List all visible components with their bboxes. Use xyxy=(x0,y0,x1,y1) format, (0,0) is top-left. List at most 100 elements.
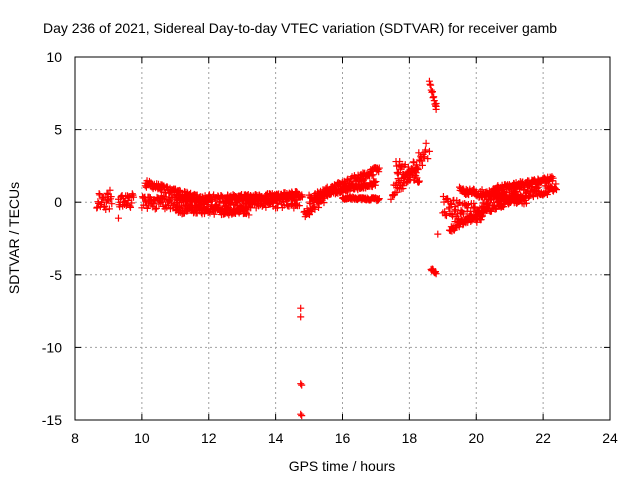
data-point xyxy=(389,191,397,199)
data-point xyxy=(409,158,417,166)
data-point xyxy=(274,199,282,207)
data-layer xyxy=(93,77,560,420)
data-point xyxy=(375,195,383,203)
data-point xyxy=(375,164,383,172)
y-tick-label: -15 xyxy=(42,412,62,428)
data-point xyxy=(298,412,306,420)
data-point xyxy=(124,197,132,205)
data-point xyxy=(441,211,449,219)
data-point xyxy=(295,202,303,210)
x-tick-label: 20 xyxy=(468,430,484,446)
data-point xyxy=(478,186,486,194)
data-point xyxy=(412,169,420,177)
grid-layer xyxy=(75,57,610,420)
data-point xyxy=(415,177,423,185)
data-point xyxy=(432,99,440,107)
data-point xyxy=(151,205,159,213)
x-tick-label: 8 xyxy=(71,430,79,446)
data-point xyxy=(102,206,110,214)
data-point xyxy=(470,199,478,207)
data-point xyxy=(421,146,429,154)
data-point xyxy=(369,171,377,179)
y-tick-label: 10 xyxy=(46,49,62,65)
data-point xyxy=(497,198,505,206)
data-point xyxy=(163,183,171,191)
data-point xyxy=(204,196,212,204)
data-point xyxy=(246,191,254,199)
data-point xyxy=(204,195,212,203)
data-point xyxy=(396,158,404,166)
data-point xyxy=(471,203,479,211)
data-point xyxy=(298,381,306,389)
data-point xyxy=(93,204,101,212)
data-point xyxy=(260,197,268,205)
data-point xyxy=(456,199,464,207)
data-point xyxy=(445,205,453,213)
data-point xyxy=(293,188,301,196)
data-point xyxy=(418,161,426,169)
x-tick-label: 24 xyxy=(602,430,618,446)
data-point xyxy=(192,191,200,199)
data-point xyxy=(114,214,122,222)
x-axis-label: GPS time / hours xyxy=(289,458,396,474)
data-point xyxy=(431,269,439,277)
x-tick-label: 18 xyxy=(402,430,418,446)
data-point xyxy=(98,199,106,207)
data-point xyxy=(372,178,380,186)
data-point xyxy=(234,198,242,206)
data-point xyxy=(529,193,537,201)
x-tick-label: 16 xyxy=(335,430,351,446)
data-point xyxy=(374,196,382,204)
data-point xyxy=(447,201,455,209)
data-point xyxy=(196,202,204,210)
data-point xyxy=(191,203,199,211)
data-point xyxy=(252,191,260,199)
data-point xyxy=(306,198,314,206)
data-point xyxy=(205,195,213,203)
data-point xyxy=(343,176,351,184)
data-point xyxy=(534,183,542,191)
data-point xyxy=(441,208,449,216)
data-point xyxy=(427,81,435,89)
data-point xyxy=(297,313,305,321)
x-tick-label: 22 xyxy=(535,430,551,446)
data-point xyxy=(130,193,138,201)
x-tick-label: 10 xyxy=(134,430,150,446)
chart-title: Day 236 of 2021, Sidereal Day-to-day VTE… xyxy=(43,20,557,36)
data-point xyxy=(122,202,130,210)
data-point xyxy=(295,192,303,200)
data-point xyxy=(105,205,113,213)
data-point xyxy=(449,212,457,220)
data-point xyxy=(315,203,323,211)
data-point xyxy=(551,185,559,193)
data-point xyxy=(375,168,383,176)
data-point xyxy=(320,199,328,207)
data-point xyxy=(472,216,480,224)
data-point xyxy=(152,204,160,212)
data-point xyxy=(368,172,376,180)
data-point xyxy=(451,203,459,211)
data-point xyxy=(467,207,475,215)
data-point xyxy=(128,199,136,207)
data-point xyxy=(442,212,450,220)
data-point xyxy=(470,186,478,194)
y-tick-label: 5 xyxy=(54,122,62,138)
x-tick-label: 12 xyxy=(201,430,217,446)
data-point xyxy=(399,184,407,192)
data-point xyxy=(422,139,430,147)
data-point xyxy=(143,204,151,212)
data-point xyxy=(157,198,165,206)
data-point xyxy=(428,88,436,96)
data-point xyxy=(404,163,412,171)
data-point xyxy=(103,189,111,197)
data-point xyxy=(487,196,495,204)
y-axis-label: SDTVAR / TECUs xyxy=(6,182,22,294)
y-tick-label: 0 xyxy=(54,194,62,210)
data-point xyxy=(244,206,252,214)
data-point xyxy=(549,174,557,182)
data-point xyxy=(420,153,428,161)
data-point xyxy=(552,180,560,188)
tick-layer: 8 10 12 14 16 18 20 22 24 -15 -10 -5 0 5 10 xyxy=(42,49,618,446)
data-point xyxy=(497,197,505,205)
